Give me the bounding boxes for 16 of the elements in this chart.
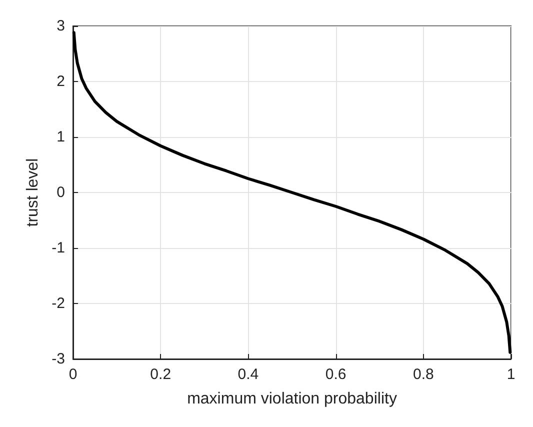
y-tick-label: -3 — [52, 350, 65, 368]
y-tick-label: 2 — [56, 73, 65, 90]
y-tick-label: -1 — [52, 240, 65, 256]
x-tick-label: 0.4 — [238, 366, 259, 383]
x-tick-label: 1 — [506, 366, 516, 383]
line-series — [72, 31, 512, 354]
x-tick-label: 0.6 — [325, 366, 346, 383]
x-tick-label: 0.2 — [150, 366, 172, 383]
x-axis-title: maximum violation probability — [187, 390, 397, 408]
y-tick-label: 1 — [56, 128, 65, 146]
x-tick-label: 0 — [68, 366, 78, 383]
x-tick-label: 0.8 — [412, 366, 434, 383]
y-tick-label: 3 — [56, 18, 65, 34]
y-tick-label: -2 — [52, 295, 65, 312]
y-axis-title: trust level — [24, 158, 42, 227]
y-tick-label: 0 — [56, 184, 65, 201]
